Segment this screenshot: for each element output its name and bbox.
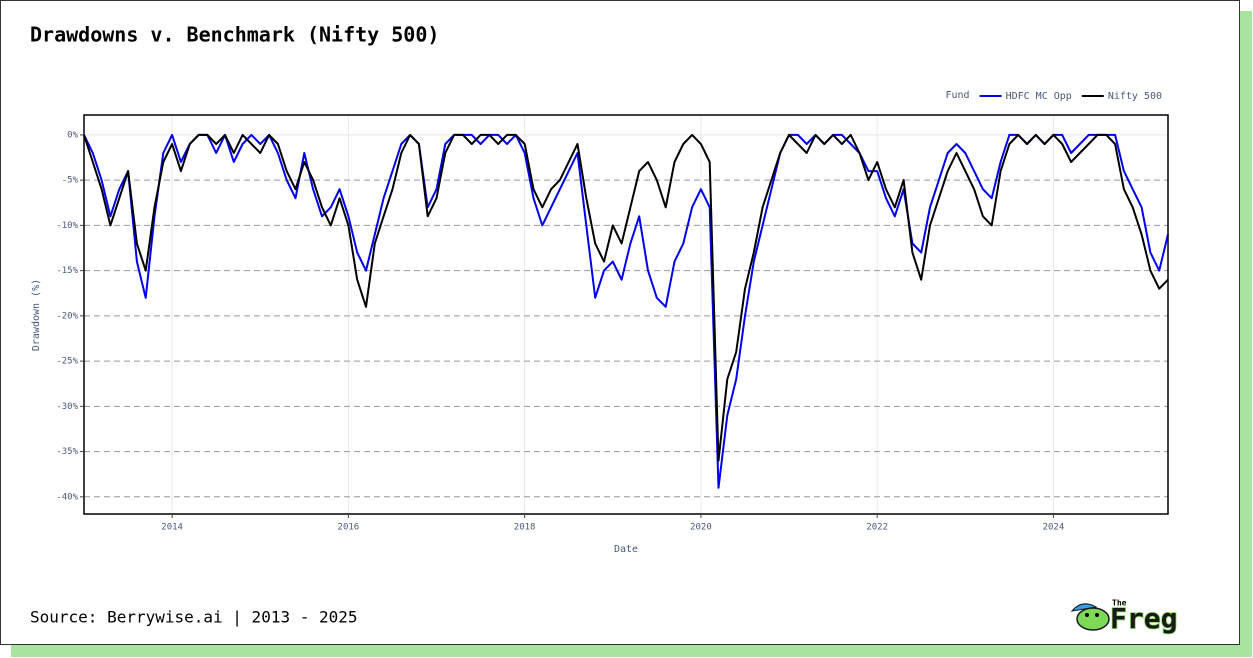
x-tick-label: 2022	[866, 523, 888, 533]
logo-frog	[1076, 607, 1110, 631]
labels: 2014 2016 2018 2020 2022 2024 0% -5% -10% -15% -20…	[56, 130, 1064, 532]
y-tick-label: -20%	[56, 311, 78, 321]
plot-frame	[83, 114, 1169, 515]
chart-title: Drawdowns v. Benchmark (Nifty 500)	[30, 23, 439, 47]
logo-cap	[1070, 603, 1098, 612]
series-line	[83, 133, 1169, 489]
x-tick-label: 2018	[514, 523, 536, 533]
legend-label: Nifty 500	[1108, 91, 1162, 102]
y-tick-label: -5%	[62, 176, 79, 186]
x-axis-label: Date	[614, 544, 638, 555]
legend-label: HDFC MC Opp	[1006, 91, 1072, 102]
y-tick-label: -10%	[56, 221, 78, 231]
y-tick-label: -15%	[56, 266, 78, 276]
grid	[84, 115, 1168, 514]
logo-small: The	[1112, 599, 1127, 608]
logo: The Freg	[1070, 599, 1178, 636]
y-tick-label: -40%	[56, 492, 78, 502]
y-tick-label: -30%	[56, 402, 78, 412]
plot-area	[84, 115, 1168, 514]
logo-eye	[1085, 613, 1089, 617]
legend-title: Fund	[945, 90, 969, 101]
lines	[83, 133, 1169, 489]
y-tick-label: 0%	[67, 130, 78, 140]
x-tick-label: 2020	[690, 523, 712, 533]
y-tick-label: -25%	[56, 357, 78, 367]
logo-eye	[1095, 613, 1099, 617]
x-tick-label: 2024	[1043, 523, 1065, 533]
source: Source: Berrywise.ai | 2013 - 2025	[30, 608, 358, 627]
legend: Nifty 500 HDFC MC Opp Fund	[945, 90, 1162, 102]
logo-big: Freg	[1110, 602, 1177, 635]
series-line	[83, 133, 1169, 462]
x-tick-label: 2014	[161, 523, 183, 533]
y-tick-label: -35%	[56, 447, 78, 457]
x-tick-label: 2016	[338, 523, 360, 533]
y-axis-label: Drawdown (%)	[31, 279, 42, 351]
